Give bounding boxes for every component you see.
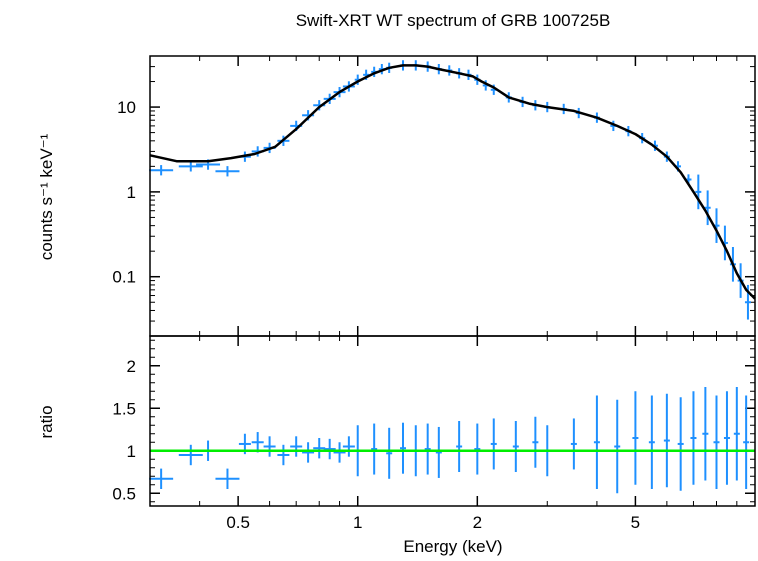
ratio-data-point — [743, 395, 750, 489]
spectrum-panel: 0.1 1 10 — [112, 55, 756, 337]
ratio-data-point — [532, 416, 539, 468]
ratio-frame — [149, 335, 756, 507]
ratio-data-point — [490, 418, 497, 470]
ratio-data-point — [632, 391, 639, 485]
ratio-y-axis-label: ratio — [37, 405, 56, 438]
model-curve — [149, 64, 756, 300]
ratio-data-point — [215, 468, 240, 489]
spectrum-data-point — [178, 161, 203, 172]
ratio-panel: 0.5 1 1.5 2 0.5 1 2 5 — [112, 335, 756, 532]
spectrum-data-point — [704, 190, 711, 226]
ratio-data-point — [333, 442, 346, 463]
ratio-data-point — [593, 395, 600, 489]
ratio-data-point — [663, 393, 670, 488]
ratio-data-point — [702, 387, 709, 481]
x-tick-label: 5 — [631, 513, 640, 532]
ratio-data-point — [313, 438, 326, 459]
ratio-data-point — [277, 444, 290, 466]
ratio-data-point — [263, 436, 276, 457]
ratio-data-point — [290, 436, 303, 457]
ratio-data-point — [723, 391, 730, 485]
ratio-data-point — [251, 432, 264, 453]
x-axis-label: Energy (keV) — [403, 537, 502, 556]
ratio-data-point — [342, 436, 355, 457]
ratio-data-point — [474, 423, 481, 475]
y-tick-label: 2 — [127, 357, 136, 376]
ratio-data-point — [648, 395, 655, 489]
spectrum-y-axis-label: counts s⁻¹ keV⁻¹ — [37, 133, 56, 260]
ratio-data-point — [178, 444, 203, 466]
ratio-data-point — [323, 438, 336, 460]
y-tick-label: 0.5 — [112, 484, 136, 503]
ratio-data-point — [399, 422, 406, 474]
ratio-data-point — [149, 468, 174, 489]
ratio-data-point — [570, 418, 577, 470]
ratio-data-point — [386, 427, 393, 479]
spectrum-data-point — [215, 166, 240, 177]
ratio-data-point — [614, 399, 621, 494]
chart-title: Swift-XRT WT spectrum of GRB 100725B — [296, 11, 611, 30]
y-tick-label: 1 — [127, 442, 136, 461]
ratio-data-point — [733, 387, 740, 481]
ratio-data-point — [371, 423, 378, 475]
ratio-data-point — [512, 421, 519, 472]
ratio-data-point — [456, 421, 463, 472]
ratio-data-point — [677, 397, 684, 491]
y-tick-label: 10 — [117, 98, 136, 117]
ratio-data-point — [713, 395, 720, 489]
ratio-data-point — [690, 391, 697, 485]
spectrum-data-point — [149, 165, 174, 176]
spectrum-data-point — [695, 174, 702, 210]
y-tick-label: 1.5 — [112, 399, 136, 418]
ratio-data-point — [435, 426, 442, 478]
spectrum-frame — [149, 55, 756, 337]
x-tick-label: 0.5 — [226, 513, 250, 532]
x-tick-label: 2 — [473, 513, 482, 532]
x-tick-label: 1 — [353, 513, 362, 532]
ratio-data-point — [302, 442, 315, 463]
y-tick-label: 1 — [127, 183, 136, 202]
y-tick-label: 0.1 — [112, 268, 136, 287]
ratio-data-point — [424, 423, 431, 475]
